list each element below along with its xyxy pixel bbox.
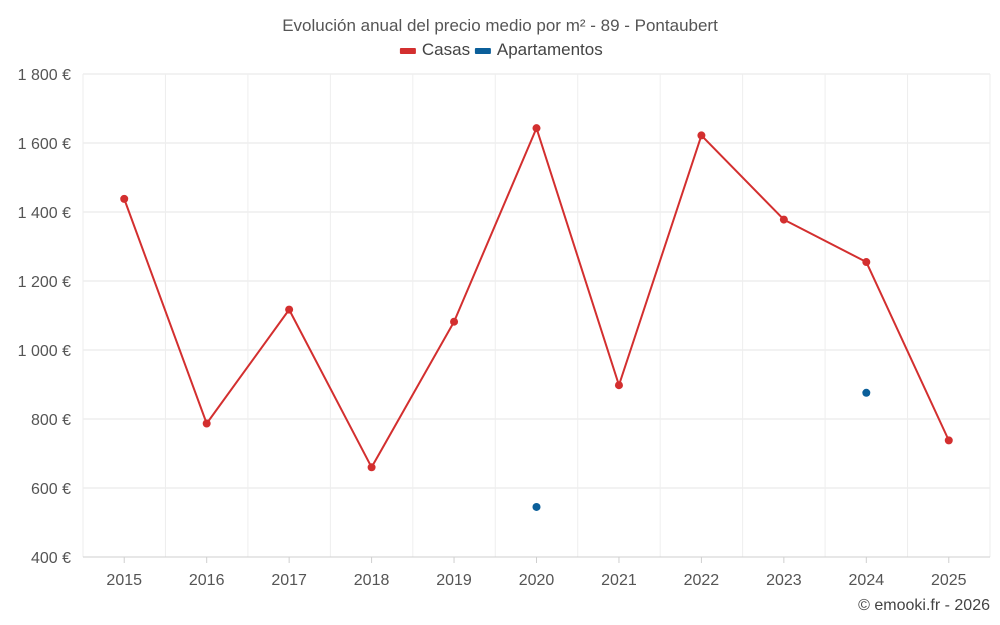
legend-swatch	[474, 48, 491, 54]
series-casas	[120, 124, 953, 472]
data-point[interactable]	[614, 381, 623, 390]
data-point[interactable]	[367, 463, 376, 472]
data-point[interactable]	[862, 258, 871, 267]
series-line-segment	[865, 261, 950, 442]
series-line-segment	[123, 197, 208, 425]
legend-label: Casas	[422, 40, 470, 59]
y-tick-label: 1 400 €	[18, 205, 71, 222]
series-line-segment	[535, 127, 620, 387]
y-axis: 400 € 600 € 800 € 1 000 € 1 200 € 1 400 € 1 60…	[18, 67, 71, 567]
legend-item-casas[interactable]: Casas	[399, 40, 470, 59]
data-point[interactable]	[120, 194, 129, 203]
x-tick-label: 2020	[519, 572, 555, 589]
grid	[82, 73, 991, 558]
series-line-segment	[617, 134, 703, 387]
x-tick-label: 2023	[766, 572, 802, 589]
data-point[interactable]	[285, 305, 294, 314]
y-tick-label: 1 600 €	[18, 136, 71, 153]
data-point[interactable]	[532, 502, 541, 511]
x-tick-label: 2021	[601, 572, 637, 589]
y-tick-label: 600 €	[31, 481, 71, 498]
x-tick-label: 2017	[271, 572, 307, 589]
legend-swatch	[399, 48, 416, 54]
series-line-segment	[453, 127, 538, 323]
series-apartamentos	[532, 388, 871, 511]
data-point[interactable]	[944, 436, 953, 445]
y-tick-label: 400 €	[31, 550, 71, 567]
x-axis: 2015 2016 2017 2018 2019 2020 2021 2022 2023 2024…	[83, 556, 990, 589]
x-tick-label: 2018	[354, 572, 390, 589]
data-point[interactable]	[697, 131, 706, 140]
x-tick-label: 2025	[931, 572, 967, 589]
y-tick-label: 1 000 €	[18, 343, 71, 360]
series-line-segment	[700, 134, 785, 221]
y-tick-label: 800 €	[31, 412, 71, 429]
y-tick-label: 1 200 €	[18, 274, 71, 291]
x-tick-label: 2024	[849, 572, 885, 589]
credit-text: © emooki.fr - 2026	[858, 597, 990, 614]
data-point[interactable]	[450, 317, 459, 326]
legend: Casas Apartamentos	[399, 40, 603, 59]
x-tick-label: 2016	[189, 572, 225, 589]
x-tick-label: 2019	[436, 572, 472, 589]
chart-title: Evolución anual del precio medio por m² …	[282, 16, 718, 35]
data-point[interactable]	[532, 124, 541, 133]
legend-label: Apartamentos	[497, 40, 603, 59]
series-line-segment	[782, 218, 868, 264]
data-point[interactable]	[862, 388, 871, 397]
legend-item-apartamentos[interactable]: Apartamentos	[474, 40, 603, 59]
x-tick-label: 2022	[684, 572, 720, 589]
data-point[interactable]	[779, 215, 788, 224]
series-line-segment	[205, 308, 291, 425]
series-line-segment	[288, 308, 373, 469]
y-tick-label: 1 800 €	[18, 67, 71, 84]
series-layer	[120, 124, 953, 511]
x-tick-label: 2015	[106, 572, 142, 589]
series-line-segment	[370, 320, 456, 469]
data-point[interactable]	[202, 419, 211, 428]
